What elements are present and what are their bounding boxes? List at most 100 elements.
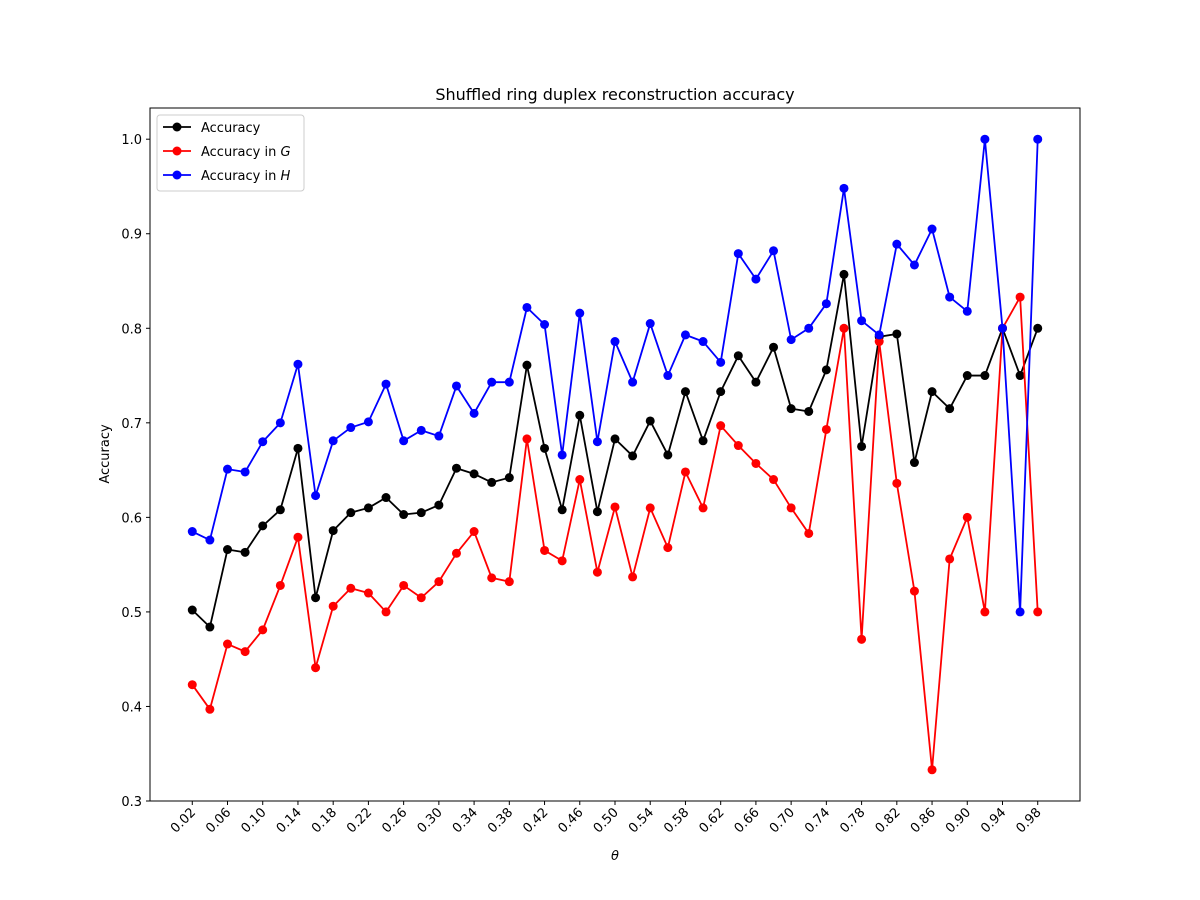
data-point-accuracy-in-h bbox=[328, 436, 338, 446]
data-point-accuracy bbox=[769, 342, 779, 352]
data-point-accuracy-in-h bbox=[980, 134, 990, 144]
data-point-accuracy-in-g bbox=[663, 543, 673, 553]
data-point-accuracy-in-h bbox=[998, 323, 1007, 333]
data-point-accuracy-in-g bbox=[575, 475, 585, 485]
data-point-accuracy bbox=[698, 436, 708, 446]
data-point-accuracy-in-h bbox=[733, 249, 743, 259]
data-point-accuracy bbox=[487, 477, 497, 487]
data-point-accuracy-in-g bbox=[346, 583, 356, 593]
data-point-accuracy-in-g bbox=[733, 441, 743, 451]
data-point-accuracy bbox=[346, 508, 356, 518]
data-point-accuracy bbox=[205, 622, 215, 632]
legend-label-text: Accuracy in bbox=[201, 169, 280, 184]
legend-marker bbox=[172, 146, 182, 156]
data-point-accuracy-in-g bbox=[205, 704, 215, 714]
data-point-accuracy-in-g bbox=[751, 458, 761, 468]
data-point-accuracy bbox=[504, 473, 514, 483]
data-point-accuracy bbox=[821, 365, 831, 375]
data-point-accuracy-in-g bbox=[945, 554, 955, 564]
data-point-accuracy-in-g bbox=[680, 467, 690, 477]
data-point-accuracy-in-h bbox=[363, 417, 373, 427]
legend-label-text: Accuracy in bbox=[201, 145, 280, 160]
data-point-accuracy-in-g bbox=[980, 607, 990, 617]
data-point-accuracy-in-h bbox=[416, 425, 426, 435]
y-axis-label: Accuracy bbox=[98, 424, 113, 484]
data-point-accuracy-in-h bbox=[540, 320, 550, 329]
data-point-accuracy-in-h bbox=[469, 408, 479, 418]
data-point-accuracy-in-h bbox=[1033, 134, 1043, 144]
data-point-accuracy bbox=[909, 458, 919, 468]
data-point-accuracy-in-h bbox=[293, 359, 303, 369]
data-point-accuracy bbox=[434, 500, 444, 510]
series-accuracy bbox=[187, 269, 1043, 632]
data-point-accuracy bbox=[892, 329, 902, 339]
chart-title: Shuffled ring duplex reconstruction accu… bbox=[435, 85, 794, 104]
data-point-accuracy-in-h bbox=[663, 371, 673, 381]
data-point-accuracy-in-g bbox=[275, 580, 285, 590]
data-point-accuracy bbox=[363, 503, 373, 513]
data-point-accuracy bbox=[258, 521, 268, 531]
data-point-accuracy-in-h bbox=[575, 308, 585, 318]
data-point-accuracy-in-h bbox=[698, 337, 708, 347]
data-point-accuracy bbox=[240, 547, 250, 557]
data-point-accuracy-in-h bbox=[487, 377, 497, 387]
data-point-accuracy-in-h bbox=[751, 274, 761, 284]
series-layer bbox=[187, 134, 1043, 775]
data-point-accuracy bbox=[610, 434, 620, 444]
data-point-accuracy-in-g bbox=[399, 580, 409, 590]
legend-item-accuracy: Accuracy bbox=[163, 121, 261, 136]
data-point-accuracy bbox=[680, 387, 690, 397]
data-point-accuracy bbox=[733, 351, 743, 361]
data-point-accuracy-in-g bbox=[962, 512, 972, 522]
y-tick-label: 0.5 bbox=[121, 606, 142, 621]
data-point-accuracy bbox=[293, 443, 303, 453]
data-point-accuracy bbox=[381, 493, 391, 503]
data-point-accuracy-in-g bbox=[909, 586, 919, 596]
legend-label-symbol: G bbox=[280, 145, 290, 160]
data-point-accuracy-in-h bbox=[628, 377, 638, 387]
data-point-accuracy bbox=[311, 593, 321, 603]
data-point-accuracy bbox=[1033, 323, 1043, 333]
data-point-accuracy-in-h bbox=[769, 246, 779, 256]
data-point-accuracy bbox=[628, 451, 638, 461]
data-point-accuracy-in-g bbox=[416, 593, 426, 603]
data-point-accuracy-in-g bbox=[839, 323, 849, 333]
data-point-accuracy-in-h bbox=[187, 527, 197, 537]
data-point-accuracy-in-g bbox=[1033, 607, 1043, 617]
x-axis-label: θ bbox=[611, 849, 619, 864]
data-point-accuracy-in-g bbox=[328, 601, 338, 611]
data-point-accuracy-in-g bbox=[698, 503, 708, 513]
data-point-accuracy-in-h bbox=[839, 183, 849, 193]
data-point-accuracy bbox=[223, 545, 232, 555]
data-point-accuracy-in-h bbox=[399, 436, 409, 446]
data-point-accuracy-in-g bbox=[293, 532, 303, 542]
data-point-accuracy-in-g bbox=[769, 475, 779, 485]
data-point-accuracy-in-h bbox=[434, 431, 444, 441]
legend-item-accuracy-in-g: Accuracy in G bbox=[163, 145, 291, 160]
data-point-accuracy-in-g bbox=[487, 573, 497, 583]
y-tick-label: 0.4 bbox=[121, 700, 142, 715]
data-point-accuracy-in-h bbox=[909, 260, 919, 270]
data-point-accuracy-in-h bbox=[927, 224, 937, 234]
data-point-accuracy-in-g bbox=[610, 502, 620, 512]
data-point-accuracy-in-g bbox=[804, 528, 814, 538]
data-point-accuracy-in-h bbox=[346, 423, 356, 433]
data-point-accuracy-in-g bbox=[451, 548, 461, 558]
data-point-accuracy-in-h bbox=[258, 437, 268, 447]
legend-label-symbol: H bbox=[280, 169, 290, 184]
data-point-accuracy-in-h bbox=[874, 330, 884, 340]
data-point-accuracy bbox=[716, 387, 726, 397]
data-point-accuracy-in-h bbox=[716, 357, 726, 367]
data-point-accuracy-in-h bbox=[504, 377, 514, 387]
data-point-accuracy-in-g bbox=[311, 663, 321, 673]
series-accuracy-in-g bbox=[187, 292, 1043, 775]
data-point-accuracy-in-g bbox=[1015, 292, 1025, 302]
data-point-accuracy bbox=[1015, 371, 1025, 381]
legend-label: Accuracy bbox=[201, 121, 261, 136]
data-point-accuracy-in-h bbox=[522, 302, 532, 312]
y-tick-label: 0.9 bbox=[121, 228, 142, 243]
legend-marker bbox=[172, 122, 182, 132]
data-point-accuracy bbox=[469, 469, 479, 479]
data-point-accuracy-in-g bbox=[223, 639, 232, 649]
legend-marker bbox=[172, 170, 182, 180]
